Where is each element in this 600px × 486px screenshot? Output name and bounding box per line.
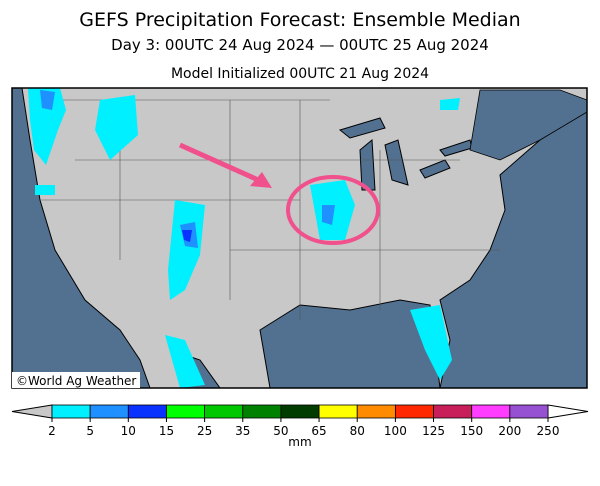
colorbar-bin [394,404,434,419]
colorbar-bin [166,404,206,419]
subtitle: Day 3: 00UTC 24 Aug 2024 — 00UTC 25 Aug … [111,36,489,54]
colorbar-bin [280,404,320,419]
colorbar-label: 15 [159,424,174,438]
colorbar-bin [471,404,511,419]
colorbar-bin [204,404,244,419]
colorbar-label: 50 [273,424,288,438]
colorbar-label: 200 [498,424,521,438]
colorbar-label: 10 [121,424,136,438]
colorbar-label: 150 [460,424,483,438]
colorbar-label: 250 [537,424,560,438]
colorbar-bin [89,404,129,419]
colorbar-label: 100 [384,424,407,438]
colorbar-bin [356,404,396,419]
colorbar-bin [509,404,549,419]
colorbar: 2 5 10 15 25 35 50 65 80 100 125 150 200 250 [11,404,589,438]
colorbar-unit: mm [288,435,311,449]
north-atlantic [469,89,588,161]
colorbar-bin [242,404,282,419]
credit-box [12,372,140,388]
colorbar-bin [318,404,358,419]
colorbar-under [11,404,53,419]
map: ©World Ag Weather [11,87,588,389]
credit: ©World Ag Weather [16,374,136,388]
precip-heavy [182,230,192,242]
colorbar-label: 5 [86,424,94,438]
colorbar-label: 80 [350,424,365,438]
colorbar-label: 35 [235,424,250,438]
great-lakes [338,117,473,191]
init-time: Model Initialized 00UTC 21 Aug 2024 [171,66,429,82]
colorbar-label: 2 [48,424,56,438]
annotation-circle [286,175,380,245]
title: GEFS Precipitation Forecast: Ensemble Me… [79,9,520,31]
colorbar-bin [51,404,91,419]
annotation-arrowhead [250,172,272,188]
map-frame [11,87,588,389]
annotation-arrow [178,142,267,186]
borders [40,99,500,320]
colorbar-label: 65 [311,424,326,438]
colorbar-label: 125 [422,424,445,438]
colorbar-over [547,404,589,419]
colorbar-bin [127,404,167,419]
colorbar-bin [433,404,473,419]
colorbar-label: 25 [197,424,212,438]
